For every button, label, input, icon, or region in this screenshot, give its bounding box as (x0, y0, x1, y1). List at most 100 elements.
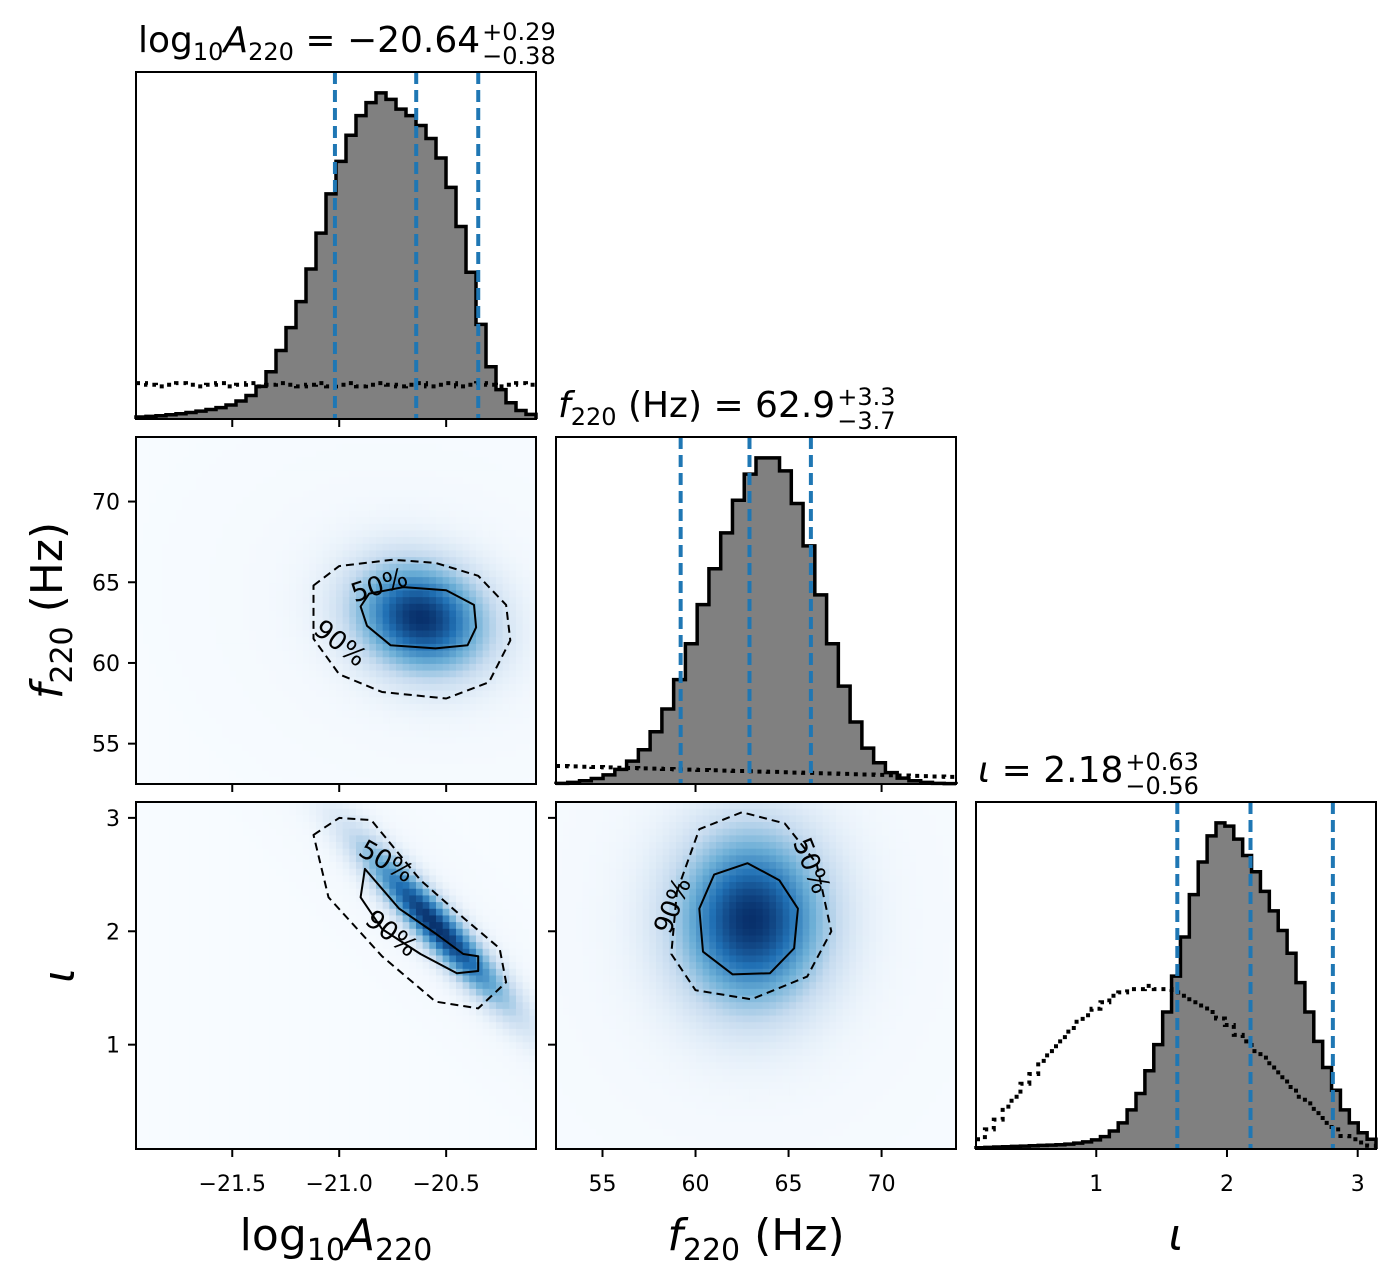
density-cell (449, 770, 457, 778)
density-cell (489, 737, 497, 745)
density-cell (309, 503, 317, 512)
density-cell (376, 697, 384, 705)
density-cell (329, 1068, 337, 1077)
density-cell (369, 663, 377, 672)
density-cell (242, 1088, 250, 1097)
density-cell (416, 477, 424, 485)
density-cell (229, 1082, 237, 1090)
density-cell (456, 757, 464, 765)
density-cell (302, 1128, 310, 1137)
density-cell (322, 1015, 330, 1023)
density-cell (522, 497, 530, 505)
density-cell (189, 710, 197, 718)
density-cell (496, 630, 504, 638)
density-cell (202, 570, 210, 578)
density-cell (276, 942, 284, 950)
density-cell (529, 657, 536, 665)
density-cell (362, 443, 370, 451)
density-cell (369, 470, 377, 478)
density-cell (196, 750, 204, 758)
density-cell (316, 968, 324, 977)
density-cell (182, 822, 190, 830)
density-cell (436, 443, 444, 451)
density-cell (229, 802, 237, 810)
density-cell (296, 968, 304, 977)
density-cell (182, 1122, 190, 1130)
density-cell (389, 737, 397, 745)
density-cell (162, 902, 170, 910)
density-cell (502, 443, 510, 451)
density-cell (282, 942, 290, 950)
density-cell (302, 955, 310, 963)
density-cell (269, 882, 277, 890)
density-cell (409, 503, 417, 512)
density-cell (389, 730, 397, 738)
density-cell (356, 710, 364, 718)
posterior-bar (456, 226, 467, 419)
density-cell (269, 763, 277, 772)
density-cell (342, 750, 350, 758)
density-cell (282, 1035, 290, 1043)
density-cell (416, 757, 424, 765)
density-cell (296, 888, 304, 897)
density-cell (136, 1008, 144, 1017)
density-cell (456, 630, 464, 638)
density-cell (249, 623, 257, 632)
density-cell (222, 982, 230, 990)
density-cell (462, 457, 470, 465)
density-cell (336, 677, 344, 685)
density-cell (176, 855, 184, 863)
density-cell (522, 603, 530, 612)
density-cell (382, 470, 390, 478)
density-cell (382, 450, 390, 458)
density-cell (316, 1055, 324, 1063)
density-cell (236, 670, 244, 678)
density-cell (389, 457, 397, 465)
density-cell (216, 1068, 224, 1077)
density-cell (276, 623, 284, 632)
density-cell (409, 603, 417, 612)
density-cell (349, 882, 357, 890)
density-cell (182, 1048, 190, 1057)
density-cell (229, 1022, 237, 1030)
density-cell (296, 670, 304, 678)
density-cell (149, 1102, 157, 1110)
posterior-bar (1189, 894, 1199, 1149)
density-cell (509, 450, 517, 458)
density-cell (509, 670, 517, 678)
density-cell (262, 982, 270, 990)
density-cell (162, 1048, 170, 1057)
density-cell (202, 1035, 210, 1043)
density-cell (336, 650, 344, 658)
density-cell (436, 463, 444, 471)
density-cell (202, 490, 210, 498)
density-cell (282, 822, 290, 830)
density-cell (209, 450, 217, 458)
density-cell (382, 757, 390, 765)
density-cell (176, 928, 184, 937)
density-cell (182, 868, 190, 877)
density-cell (522, 703, 530, 712)
density-cell (169, 842, 177, 850)
density-cell (209, 855, 217, 863)
density-cell (182, 617, 190, 625)
density-cell (162, 677, 170, 685)
density-cell (282, 623, 290, 632)
density-cell (222, 1082, 230, 1090)
density-cell (216, 968, 224, 977)
density-cell (436, 503, 444, 512)
density-cell (296, 483, 304, 491)
posterior-bar (756, 457, 769, 784)
posterior-bar (1331, 1090, 1341, 1149)
density-cell (489, 463, 497, 471)
density-cell (262, 517, 270, 525)
density-cell (329, 717, 337, 725)
density-cell (422, 550, 430, 558)
density-cell (229, 1008, 237, 1017)
density-cell (236, 802, 244, 810)
density-cell (402, 483, 410, 491)
density-cell (482, 570, 490, 578)
density-cell (149, 537, 157, 545)
density-cell (189, 597, 197, 605)
density-cell (282, 597, 290, 605)
